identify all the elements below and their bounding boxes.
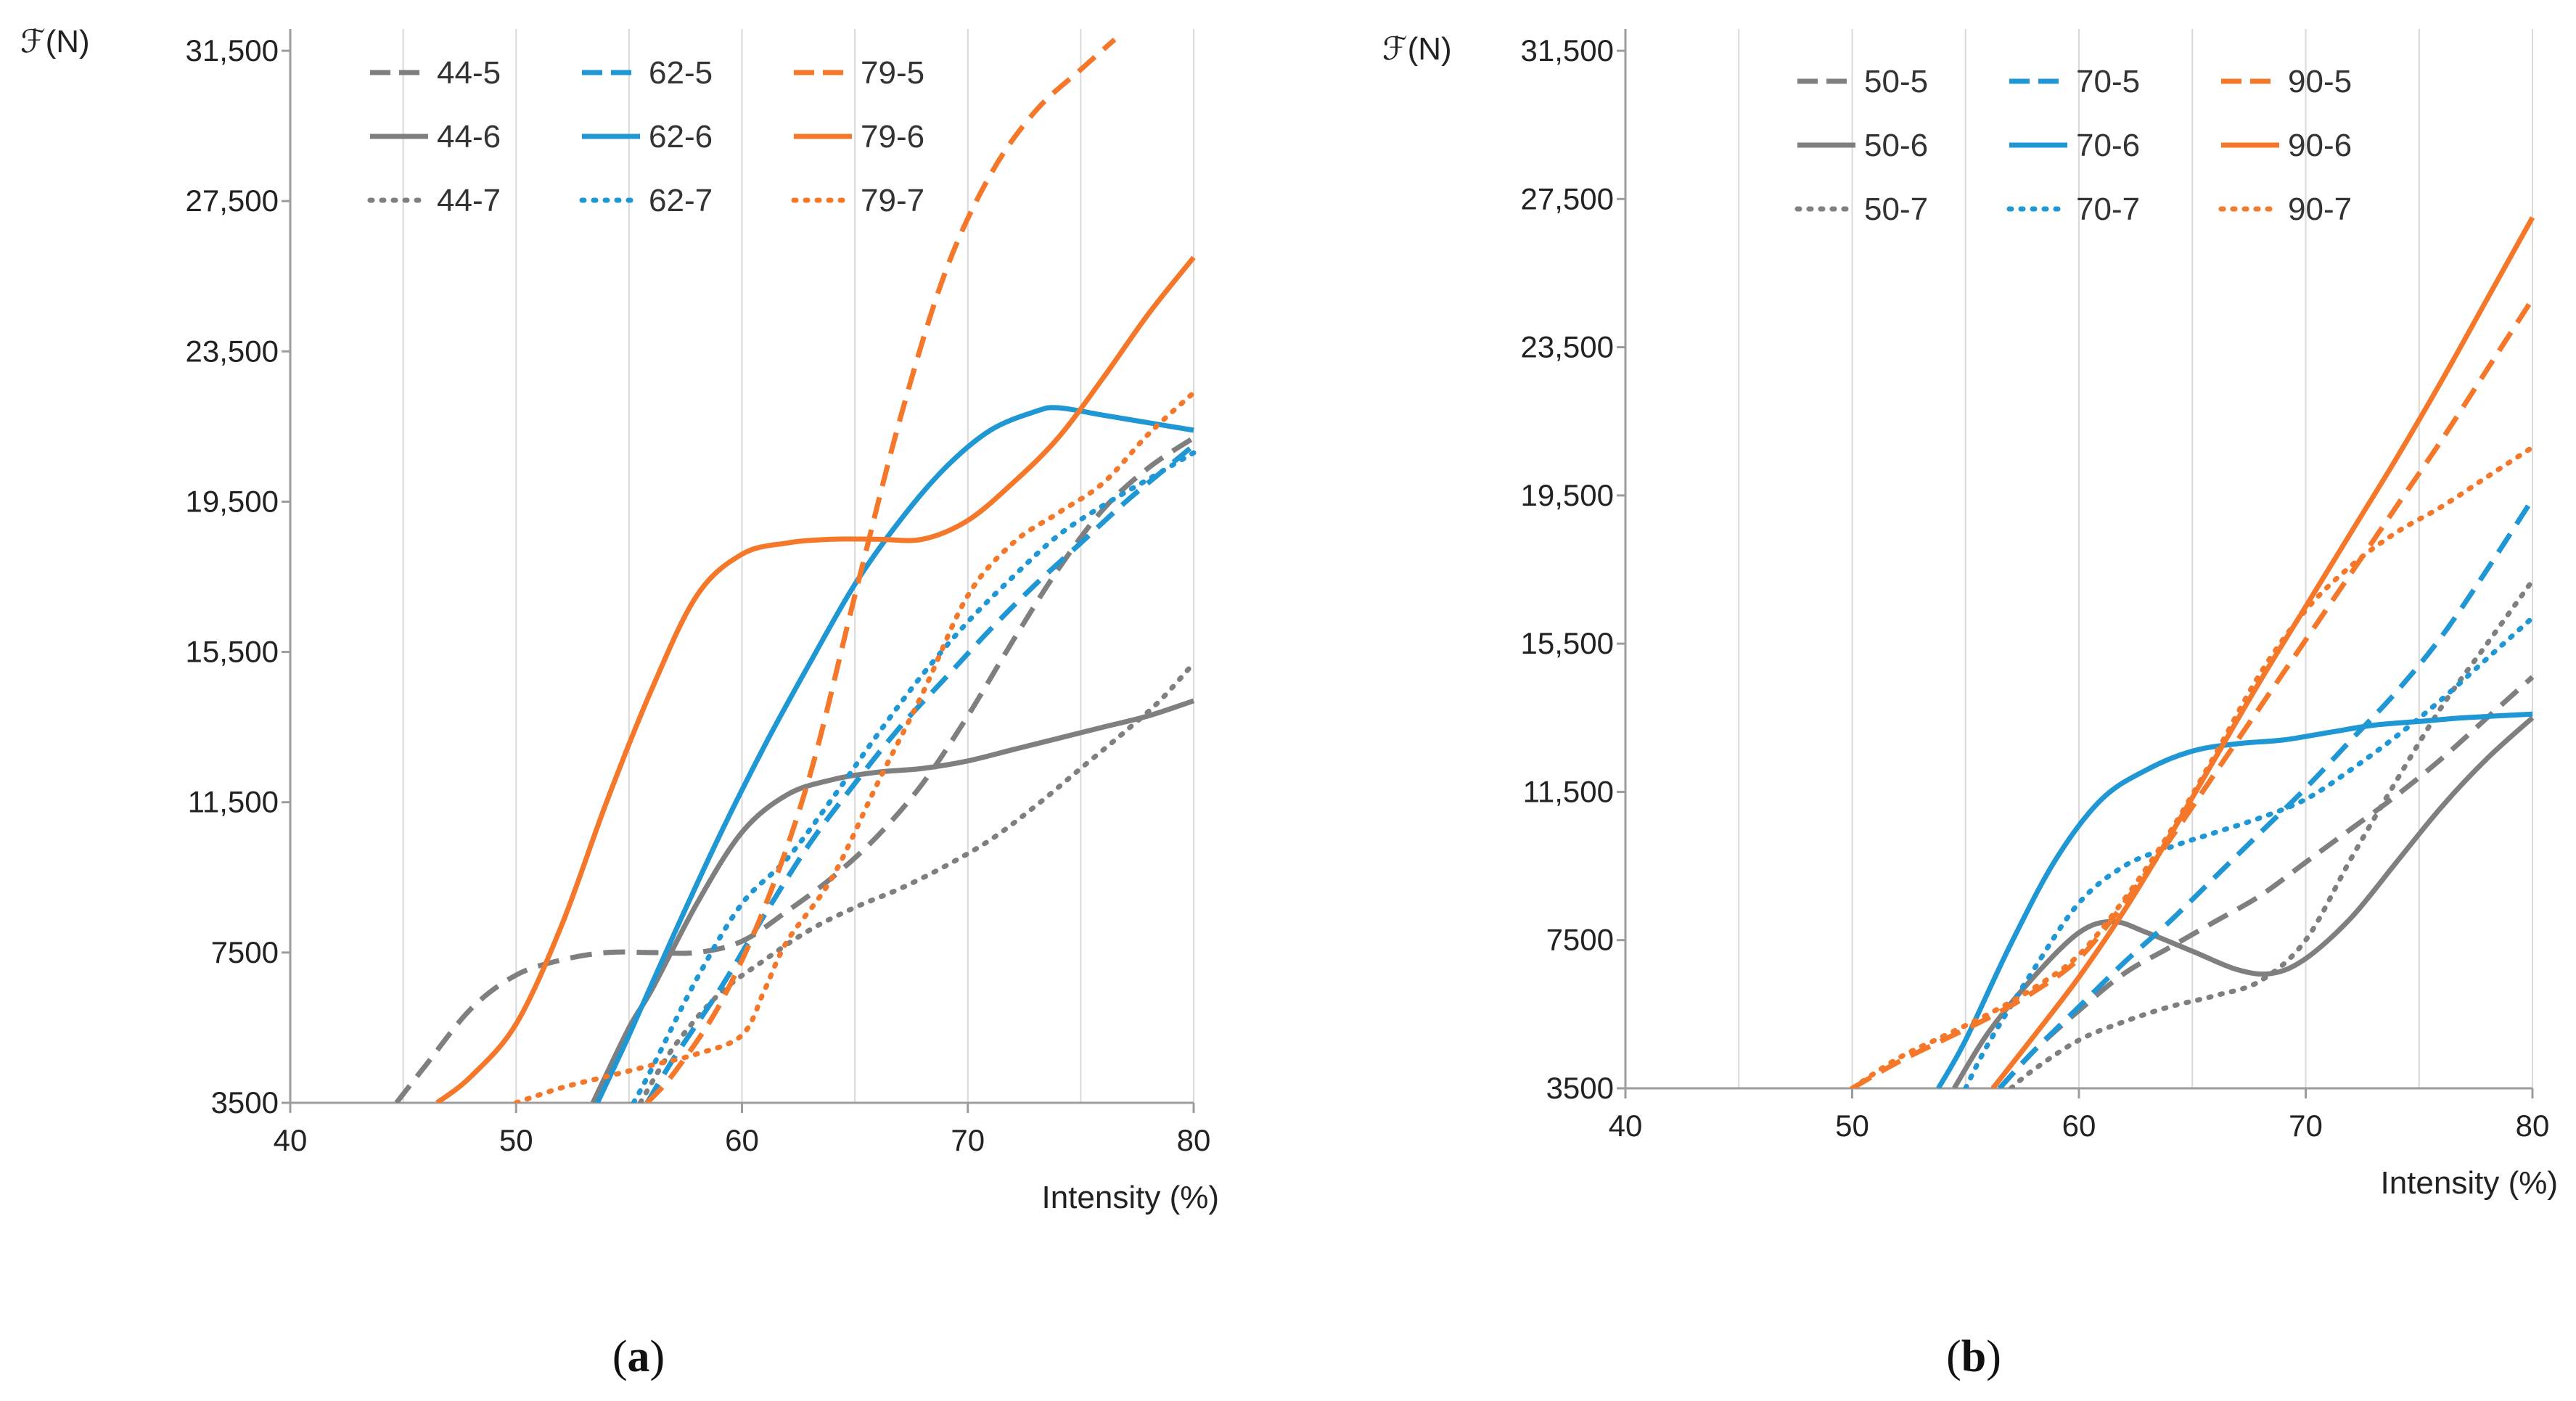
panel-b-legend-label-90-5: 90-5 xyxy=(2288,64,2352,99)
panel-b-series-70-6 xyxy=(1936,711,2533,1088)
panel-b-series-90-6 xyxy=(1990,216,2535,1088)
panel-b-y-tick-label: 19,500 xyxy=(1521,478,1614,512)
panel-b-x-tick-label: 80 xyxy=(2516,1109,2550,1143)
chart-panel-a: 3500 7500 11,500 15,500 19,500 23,500 27,500 31… xyxy=(20,24,1219,1381)
panel-b-series-50-6 xyxy=(1952,715,2535,1088)
panel-a-legend-label-62-7: 62-7 xyxy=(649,183,713,218)
panel-b-y-tick-label: 31,500 xyxy=(1521,33,1614,67)
panel-b-x-axis-title: Intensity (%) xyxy=(2380,1165,2558,1201)
panel-b-series-90-7 xyxy=(1850,445,2535,1088)
panel-b-y-tick-label: 15,500 xyxy=(1521,626,1614,660)
panel-a-y-tick-label: 19,500 xyxy=(186,484,279,518)
panel-a-legend-label-62-5: 62-5 xyxy=(649,55,713,91)
panel-a-series-62-5 xyxy=(644,443,1196,1103)
panel-b-legend-label-50-5: 50-5 xyxy=(1864,64,1928,99)
panel-a-legend-label-44-5: 44-5 xyxy=(437,55,501,91)
panel-b-label-open: ( xyxy=(1946,1332,1961,1381)
panel-a-label-letter: a xyxy=(628,1332,650,1381)
panel-a-label-open: ( xyxy=(612,1332,628,1381)
panel-b-series-90-5 xyxy=(1850,297,2535,1088)
panel-b-legend-label-50-6: 50-6 xyxy=(1864,128,1928,163)
panel-b-legend-label-90-7: 90-7 xyxy=(2288,192,2352,227)
panel-b-label-close: ) xyxy=(1986,1332,2001,1381)
panel-b-legend-label-70-7: 70-7 xyxy=(2076,192,2140,227)
panel-b-x-tick-label: 60 xyxy=(2062,1109,2096,1143)
panel-b-series-70-5 xyxy=(1998,498,2535,1088)
panel-b-legend-label-90-6: 90-6 xyxy=(2288,128,2352,163)
panel-b-y-tick-label: 23,500 xyxy=(1521,330,1614,364)
panel-a-y-tick-label: 23,500 xyxy=(186,334,279,368)
panel-a-y-tick-label: 3500 xyxy=(211,1085,279,1119)
panel-a-legend: 44-5 44-6 44-7 62-5 62-6 62-7 79-5 79-6 79-7 xyxy=(367,55,924,218)
panel-a-series-62-7 xyxy=(631,450,1197,1103)
panel-a-legend-label-79-5: 79-5 xyxy=(861,55,924,91)
panel-a-x-tick-label: 60 xyxy=(725,1123,759,1157)
panel-a-x-tick-label: 70 xyxy=(951,1123,985,1157)
chart-panel-b: 3500 7500 11,500 15,500 19,500 23,500 27,500 31… xyxy=(1382,29,2558,1381)
panel-b-x-tick-label: 40 xyxy=(1609,1109,1643,1143)
panel-a-y-tick-label: 11,500 xyxy=(188,785,279,819)
panel-b-y-axis-title: ℱ(N) xyxy=(1382,31,1452,67)
panel-a-y-tick-label: 31,500 xyxy=(186,33,279,67)
panel-a-series-44-5 xyxy=(394,435,1195,1103)
panel-a-label-close: ) xyxy=(650,1332,665,1381)
panel-a-series-44-6 xyxy=(590,698,1195,1103)
panel-a-legend-label-44-6: 44-6 xyxy=(437,119,501,155)
panel-b-legend-label-70-5: 70-5 xyxy=(2076,64,2140,99)
panel-a-x-axis-title: Intensity (%) xyxy=(1041,1180,1219,1215)
panel-b-legend-label-70-6: 70-6 xyxy=(2076,128,2140,163)
panel-b-label: (b) xyxy=(1946,1332,2001,1381)
panel-b-y-tick-label: 3500 xyxy=(1546,1071,1614,1105)
panel-a-legend-label-44-7: 44-7 xyxy=(437,183,501,218)
panel-b-legend-label-50-7: 50-7 xyxy=(1864,192,1928,227)
panel-a-legend-label-62-6: 62-6 xyxy=(649,119,713,155)
panel-a-y-tick-label: 27,500 xyxy=(186,184,279,218)
panel-a-y-tick-label: 15,500 xyxy=(186,635,279,669)
panel-a-y-axis-title: ℱ(N) xyxy=(20,24,90,59)
panel-b-series-70-7 xyxy=(1963,615,2535,1088)
panel-b-y-tick-label: 11,500 xyxy=(1523,774,1614,808)
panel-a-x-tick-label: 40 xyxy=(274,1123,308,1157)
panel-a-series-79-7 xyxy=(513,390,1197,1103)
panel-a-legend-label-79-6: 79-6 xyxy=(861,119,924,155)
panel-a-y-tick-label: 7500 xyxy=(211,935,279,969)
panel-a-series-group xyxy=(394,37,1197,1103)
panel-a-legend-label-79-7: 79-7 xyxy=(861,183,924,218)
panel-a-series-79-6 xyxy=(435,255,1196,1103)
panel-a-x-tick-label: 80 xyxy=(1177,1123,1211,1157)
panel-b-series-group xyxy=(1850,216,2535,1088)
panel-a-label: (a) xyxy=(612,1332,665,1381)
panel-b-label-letter: b xyxy=(1961,1332,1986,1381)
panel-b-legend: 50-5 50-6 50-7 70-5 70-6 70-7 90-5 90-6 90-7 xyxy=(1794,64,2352,227)
panel-b-y-tick-label: 27,500 xyxy=(1521,181,1614,215)
panel-b-series-50-5 xyxy=(1998,675,2535,1088)
panel-b-series-50-7 xyxy=(2008,578,2535,1088)
panel-b-y-tick-label: 7500 xyxy=(1546,923,1614,957)
panel-a-x-tick-label: 50 xyxy=(499,1123,533,1157)
panel-b-x-tick-label: 50 xyxy=(1835,1109,1869,1143)
panel-b-x-tick-label: 70 xyxy=(2289,1109,2323,1143)
